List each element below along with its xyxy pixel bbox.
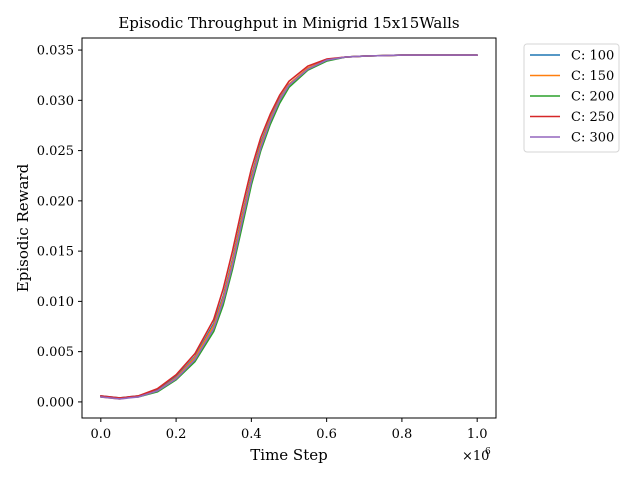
x-offset-base: ×10	[462, 449, 489, 464]
plot-frame	[81, 37, 497, 419]
x-offset-label: ×10 6	[462, 447, 491, 464]
x-tick-label: 0.4	[241, 427, 262, 442]
y-axis: 0.000 0.005 0.010 0.015 0.020 0.025 0.030 0.035	[37, 44, 82, 410]
y-tick-label: 0.020	[37, 194, 74, 209]
x-tick-label: 0.0	[90, 427, 111, 442]
x-axis-label: Time Step	[250, 446, 327, 464]
series-line	[100, 54, 479, 400]
x-tick-label: 0.2	[166, 427, 187, 442]
y-tick-label: 0.015	[37, 245, 74, 260]
x-tick-label: 0.8	[392, 427, 413, 442]
series-line	[100, 54, 479, 399]
chart-title: Episodic Throughput in Minigrid 15x15Wal…	[118, 14, 459, 32]
series-line	[100, 54, 479, 400]
legend-entry-label: C: 150	[571, 69, 614, 84]
y-tick-label: 0.005	[37, 345, 74, 360]
series-layer	[100, 54, 479, 400]
series-line	[100, 54, 479, 399]
legend-entry-label: C: 250	[571, 110, 614, 125]
legend-frame	[523, 43, 620, 153]
y-tick-label: 0.010	[37, 295, 74, 310]
x-offset-exponent: 6	[485, 447, 491, 457]
y-tick-label: 0.035	[37, 44, 74, 59]
series-line	[100, 54, 479, 399]
y-axis-label: Episodic Reward	[14, 163, 32, 292]
y-tick-label: 0.000	[37, 395, 74, 410]
legend: C: 100 C: 150 C: 200 C: 250 C: 300	[523, 43, 620, 153]
x-tick-label: 1.0	[467, 427, 488, 442]
legend-entry-label: C: 100	[571, 49, 614, 64]
y-tick-label: 0.030	[37, 94, 74, 109]
y-tick-label: 0.025	[37, 144, 74, 159]
x-tick-label: 0.6	[316, 427, 337, 442]
legend-entry-label: C: 300	[571, 131, 614, 146]
x-axis: 0.0 0.2 0.4 0.6 0.8 1.0	[90, 418, 488, 442]
legend-entry-label: C: 200	[571, 90, 614, 105]
